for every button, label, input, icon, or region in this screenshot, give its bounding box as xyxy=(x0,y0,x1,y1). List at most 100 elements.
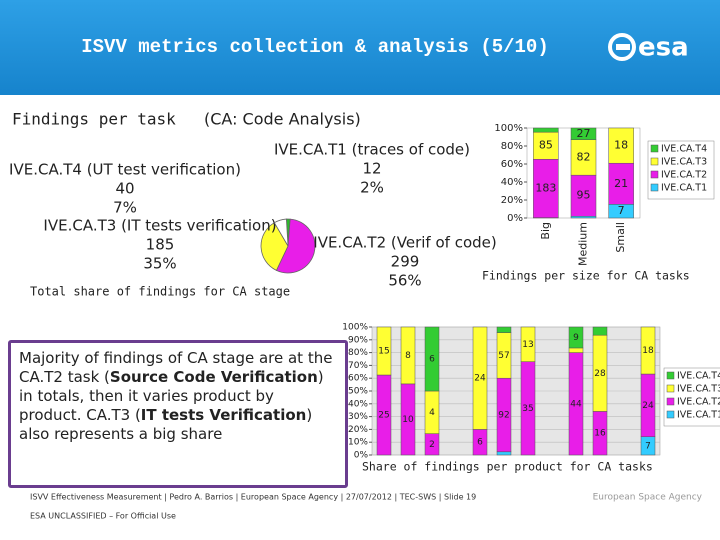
logo-bar xyxy=(616,44,630,50)
x-tick-label: Small xyxy=(614,222,627,253)
segment-label: 28 xyxy=(594,369,606,379)
segment-label: 6 xyxy=(477,438,483,448)
legend-label: IVE.CA.T2 xyxy=(677,397,720,408)
segment-label: 21 xyxy=(614,177,628,190)
segment-label: 2 xyxy=(429,440,435,450)
slice-percent: 2% xyxy=(360,179,384,197)
slice-percent: 56% xyxy=(388,272,421,290)
y-tick-label: 0% xyxy=(354,451,369,461)
legend-label: IVE.CA.T4 xyxy=(677,371,720,382)
legend-swatch xyxy=(650,170,659,179)
logo-text: esa xyxy=(638,33,689,63)
bar-segment xyxy=(496,451,512,456)
segment-label: 10 xyxy=(402,415,414,425)
segment-label: 27 xyxy=(577,127,591,140)
segment-label: 44 xyxy=(570,399,582,409)
segment-label: 18 xyxy=(614,139,628,152)
pie-slice xyxy=(273,218,289,247)
y-tick-label: 0% xyxy=(507,213,523,224)
bar-segment xyxy=(520,326,536,362)
y-tick-label: 60% xyxy=(348,374,368,384)
bar-segment xyxy=(608,162,634,205)
bar-segment xyxy=(570,127,597,140)
bar-segment xyxy=(472,326,488,430)
legend-swatch xyxy=(666,397,675,406)
x-tick-label: Big xyxy=(539,222,552,240)
bar-segment xyxy=(570,216,597,219)
segment-label: 4 xyxy=(429,408,435,418)
text-part: IT tests Verification xyxy=(140,406,307,424)
y-tick-label: 30% xyxy=(348,412,368,422)
text-part: Source Code Verification xyxy=(109,368,318,386)
y-tick-label: 70% xyxy=(348,361,368,371)
legend-swatch xyxy=(650,144,659,153)
section-note: (CA: Code Analysis) xyxy=(204,110,361,129)
segment-label: 183 xyxy=(535,181,556,194)
slice-name: IVE.CA.T3 (IT tests verification) xyxy=(43,217,276,235)
segment-label: 13 xyxy=(522,340,533,350)
legend-swatch xyxy=(650,157,659,166)
chart-caption: Share of findings per product for CA tas… xyxy=(362,460,653,474)
segment-label: 7 xyxy=(645,441,651,451)
segment-label: 85 xyxy=(539,139,553,152)
segment-label: 8 xyxy=(405,351,411,361)
slice-value: 299 xyxy=(391,253,420,271)
y-tick-label: 80% xyxy=(501,141,523,152)
header-band xyxy=(0,0,720,95)
y-tick-label: 20% xyxy=(348,425,368,435)
footer-classification: ESA UNCLASSIFIED – For Official Use xyxy=(30,512,176,521)
segment-label: 95 xyxy=(577,189,591,202)
bar-segment xyxy=(496,326,512,333)
text-box: Majority of findings of CA stage are at … xyxy=(8,340,348,488)
slice-value: 40 xyxy=(115,180,134,198)
legend-label: IVE.CA.T3 xyxy=(661,157,707,168)
y-tick-label: 60% xyxy=(501,159,523,170)
bar-segment xyxy=(533,159,559,218)
legend-swatch xyxy=(666,410,675,419)
bar-segment xyxy=(568,347,584,353)
segment-label: 92 xyxy=(498,411,509,421)
y-tick-label: 90% xyxy=(348,335,368,345)
legend-swatch xyxy=(666,371,675,380)
segment-label: 7 xyxy=(618,204,625,217)
slice-value: 185 xyxy=(146,236,175,254)
bar-segment xyxy=(533,127,559,133)
bar-segment xyxy=(570,139,597,176)
logo-ring xyxy=(608,33,636,61)
bar-segment xyxy=(570,174,597,217)
bar-segment xyxy=(376,326,392,376)
slice-name: IVE.CA.T4 (UT test verification) xyxy=(9,161,241,179)
footer-line: ISVV Effectiveness Measurement | Pedro A… xyxy=(30,493,476,502)
segment-label: 15 xyxy=(378,347,389,357)
segment-label: 16 xyxy=(594,429,606,439)
slice-percent: 35% xyxy=(143,255,176,273)
text-part: ) in totals, then it varies product by p… xyxy=(19,368,324,424)
chart-caption: Total share of findings for CA stage xyxy=(30,285,290,299)
slice-percent: 7% xyxy=(113,199,137,217)
segment-label: 9 xyxy=(573,333,579,343)
segment-label: 18 xyxy=(642,346,654,356)
bar-segment xyxy=(608,127,634,164)
legend-label: IVE.CA.T2 xyxy=(661,170,707,181)
section-label: Findings per task xyxy=(12,110,176,129)
segment-label: 57 xyxy=(498,351,509,361)
legend-swatch xyxy=(666,384,675,393)
bar-segment xyxy=(533,131,559,160)
segment-label: 82 xyxy=(577,150,591,163)
y-tick-label: 80% xyxy=(348,348,368,358)
text-part: ) also represents a big share xyxy=(19,406,313,443)
bar-segment xyxy=(424,326,440,392)
pie-slice xyxy=(275,218,316,274)
slice-value: 12 xyxy=(362,160,381,178)
legend-label: IVE.CA.T3 xyxy=(677,384,720,395)
y-tick-label: 10% xyxy=(348,438,368,448)
slice-name: IVE.CA.T1 (traces of code) xyxy=(274,141,470,159)
y-tick-label: 100% xyxy=(342,323,368,333)
legend-box xyxy=(647,140,715,200)
y-tick-label: 100% xyxy=(494,123,523,134)
legend-label: IVE.CA.T1 xyxy=(661,183,707,194)
slice-name: IVE.CA.T2 (Verif of code) xyxy=(313,234,496,252)
bar-segment xyxy=(592,326,608,336)
bar-segment xyxy=(568,326,584,349)
